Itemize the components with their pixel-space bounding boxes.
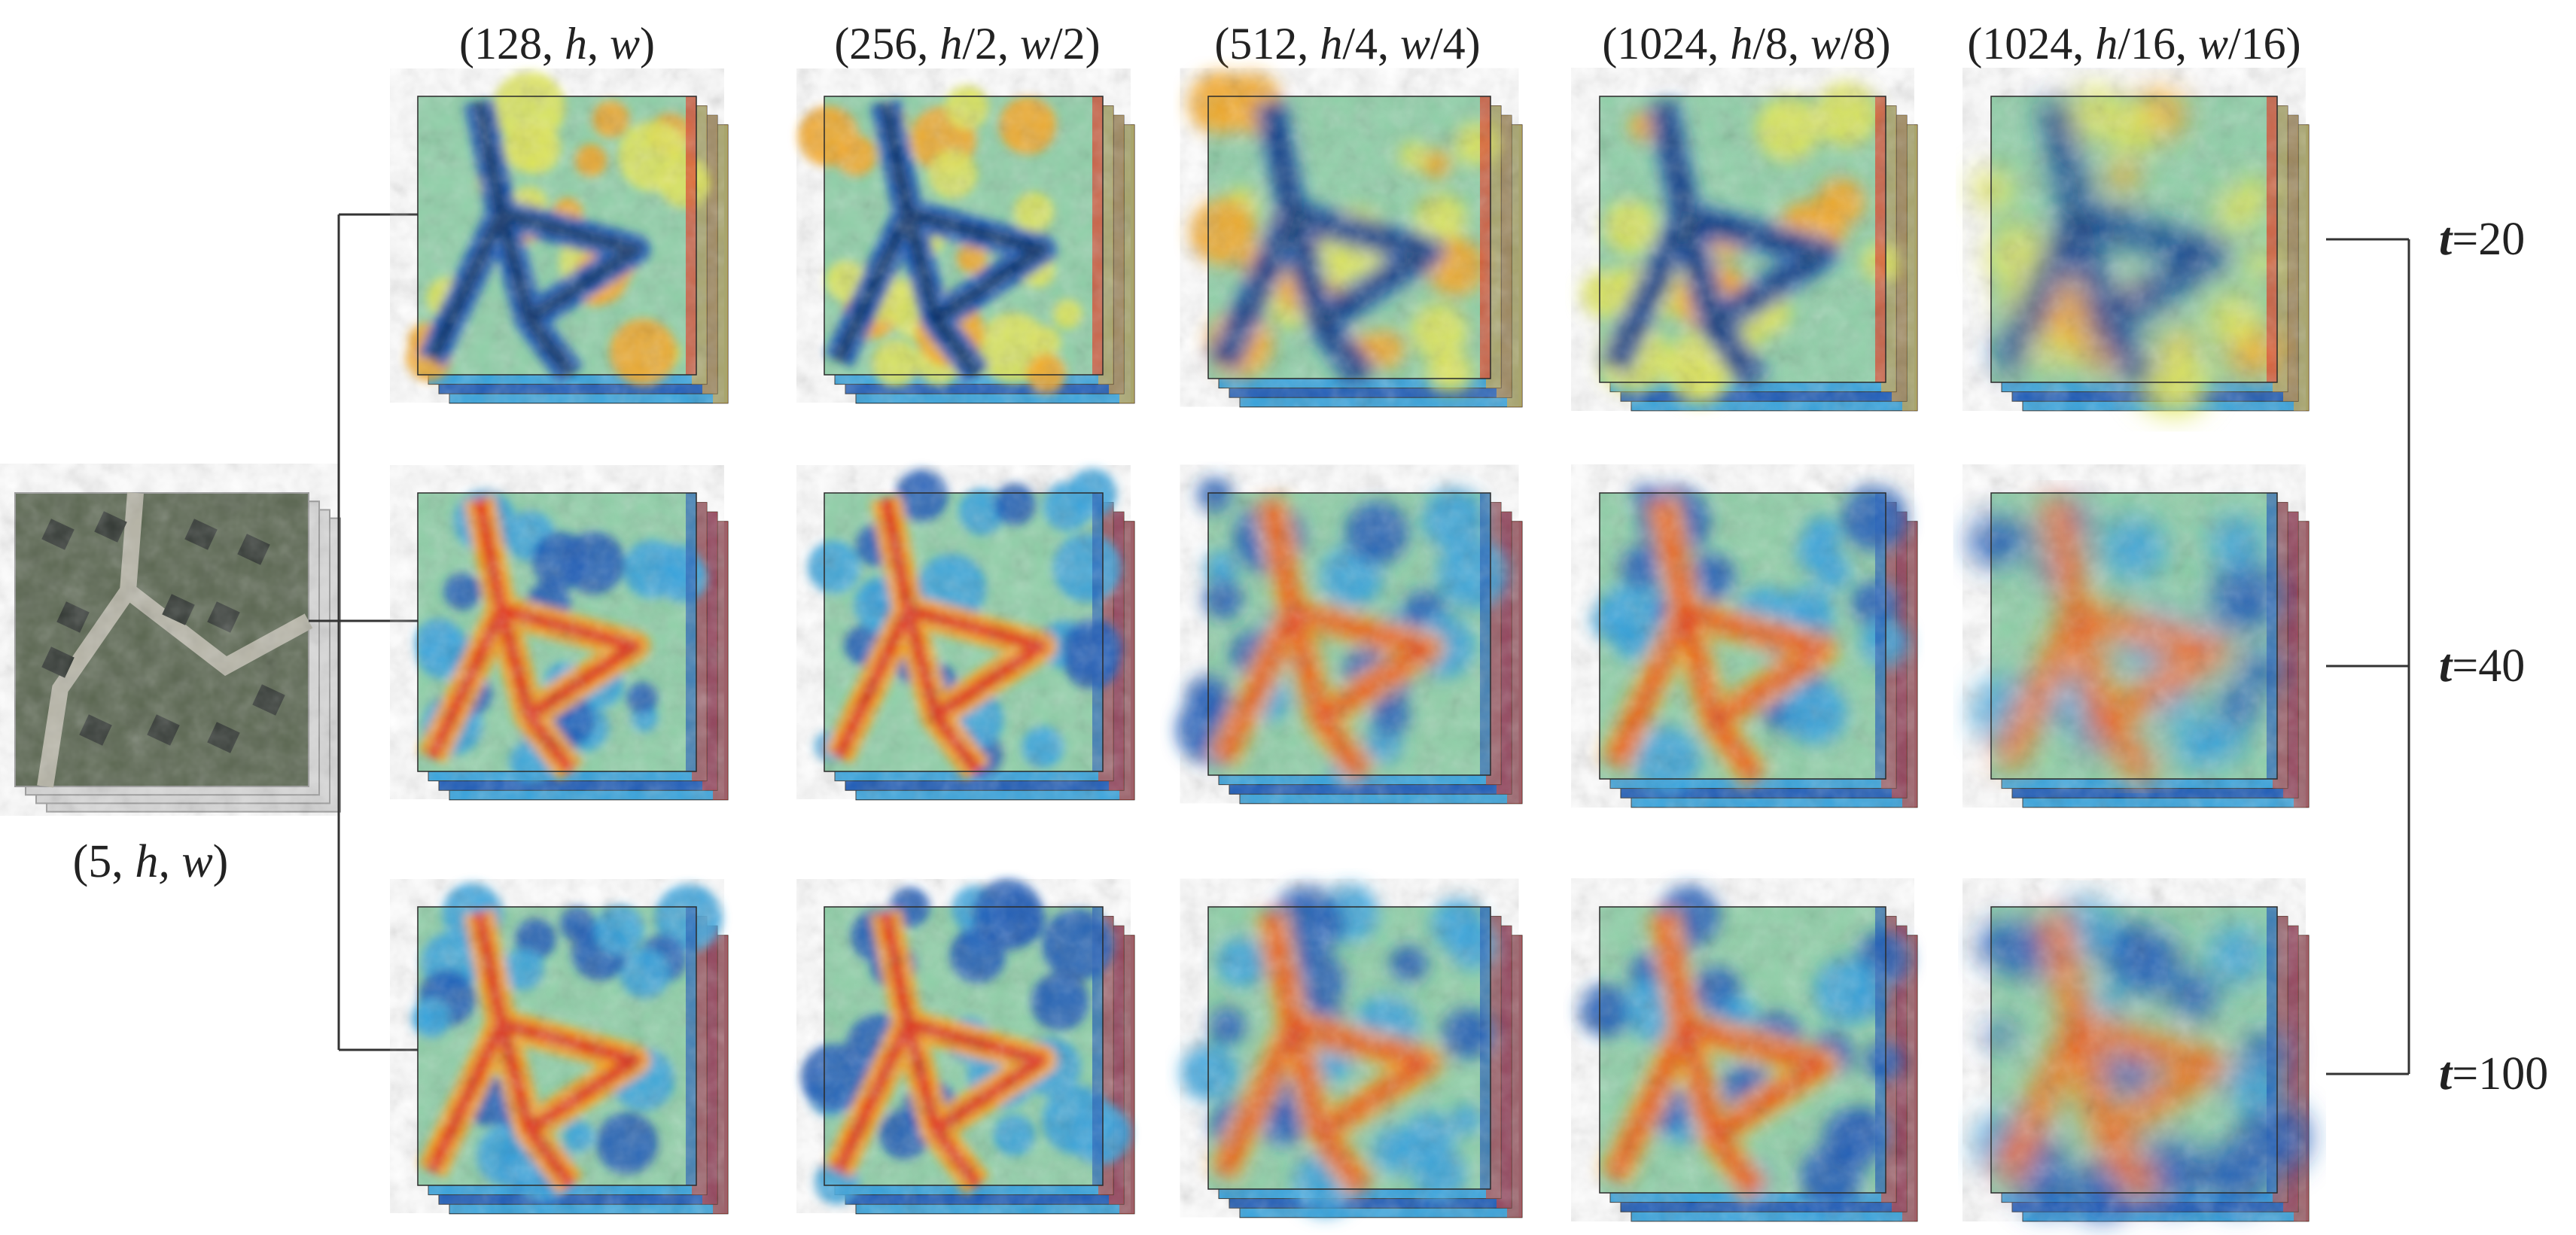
feature-map-stack — [1591, 484, 1918, 808]
feature-map-stack — [1177, 477, 1523, 805]
feature-map-stack — [1188, 71, 1523, 408]
feature-map — [1188, 71, 1498, 393]
feature-map — [1579, 885, 1911, 1209]
feature-map-stack — [1180, 884, 1523, 1218]
feature-map-stack — [414, 490, 729, 801]
input-image-stack — [14, 492, 341, 813]
feature-map-stack — [411, 883, 729, 1215]
timestep-label: t=100 — [2439, 1048, 2548, 1100]
feature-map — [1969, 492, 2282, 789]
feature-map-stack — [807, 468, 1135, 801]
feature-map — [801, 879, 1131, 1205]
timestep-label: t=40 — [2439, 640, 2525, 692]
feature-map-stack — [1971, 86, 2310, 415]
timestep-label: t=20 — [2439, 214, 2525, 265]
feature-map-stack — [1579, 885, 1918, 1222]
feature-map-stack — [798, 85, 1135, 404]
feature-map — [1581, 82, 1901, 404]
feature-map-stack — [1975, 896, 2310, 1222]
column-headers: (128, h, w) (256, h/2, w/2) (512, h/4, w/4… — [459, 19, 2301, 68]
feature-map-stack — [1969, 492, 2310, 808]
input-shape-label: (5, h, w) — [73, 836, 229, 887]
feature-map — [1180, 884, 1496, 1216]
column-header: (128, h, w) — [459, 19, 655, 68]
feature-map-stack — [801, 879, 1135, 1215]
feature-map — [1975, 896, 2310, 1221]
feature-map — [807, 468, 1122, 781]
column-header: (1024, h/8, w/8) — [1602, 19, 1890, 68]
feature-map-stack — [406, 71, 729, 404]
feature-map — [411, 883, 723, 1203]
feature-map — [798, 85, 1104, 394]
column-header: (1024, h/16, w/16) — [1967, 19, 2300, 68]
feature-map-grid — [406, 71, 2310, 1222]
column-header: (256, h/2, w/2) — [834, 19, 1100, 68]
timestep-labels: t=20 t=40 t=100 — [2439, 214, 2548, 1100]
feature-map-stack — [1581, 82, 1918, 412]
feature-map — [1971, 86, 2281, 415]
connector-lines — [309, 213, 2410, 1075]
feature-map — [406, 71, 711, 386]
feature-map — [1591, 484, 1909, 794]
feature-map — [414, 490, 708, 784]
feature-map — [1177, 477, 1509, 789]
input-texture — [15, 493, 309, 786]
column-header: (512, h/4, w/4) — [1214, 19, 1480, 68]
